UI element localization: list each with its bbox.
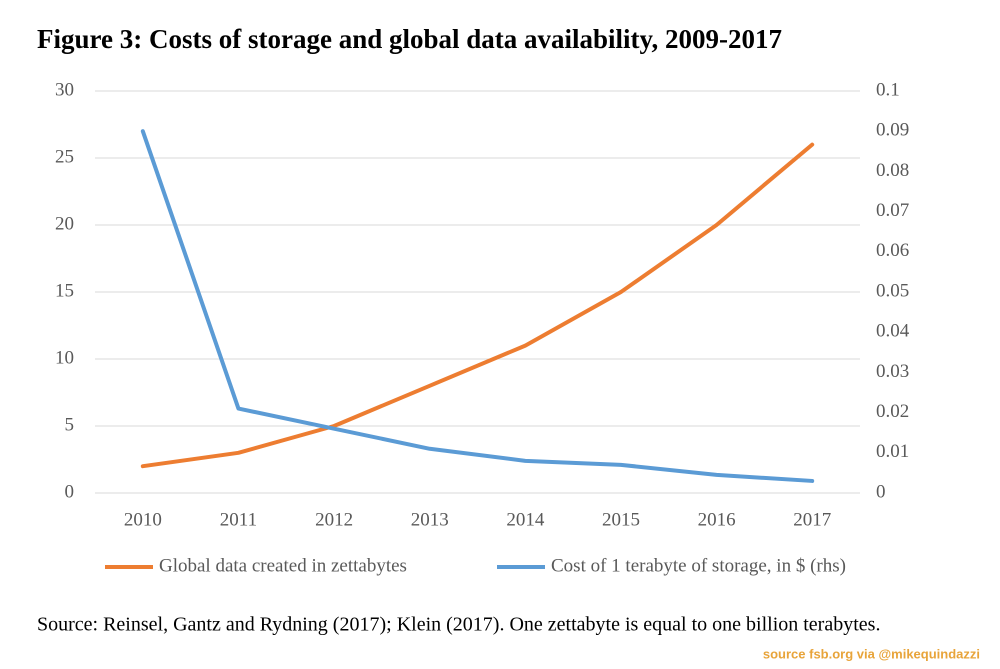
- y2-tick-label: 0.07: [876, 200, 909, 221]
- credit: source fsb.org via @mikequindazzi: [763, 646, 980, 661]
- y-tick-label: 20: [55, 213, 74, 234]
- x-tick-label: 2017: [793, 509, 831, 530]
- x-tick-label: 2014: [506, 509, 545, 530]
- y-tick-label: 10: [55, 347, 74, 368]
- x-tick-label: 2013: [411, 509, 449, 530]
- x-tick-label: 2016: [698, 509, 736, 530]
- source-note: Source: Reinsel, Gantz and Rydning (2017…: [37, 614, 880, 636]
- legend-label: Global data created in zettabytes: [159, 555, 407, 576]
- y2-tick-label: 0.02: [876, 401, 909, 422]
- x-tick-label: 2015: [602, 509, 640, 530]
- y2-tick-label: 0.06: [876, 240, 909, 261]
- series-line: [140, 142, 815, 469]
- y2-tick-label: 0.01: [876, 441, 909, 462]
- y2-tick-label: 0: [876, 481, 886, 502]
- y-tick-label: 0: [65, 481, 75, 502]
- y-tick-label: 30: [55, 79, 74, 100]
- legend-label: Cost of 1 terabyte of storage, in $ (rhs…: [551, 555, 846, 576]
- chart-title: Figure 3: Costs of storage and global da…: [37, 24, 782, 54]
- x-tick-label: 2011: [220, 509, 257, 530]
- y2-tick-label: 0.09: [876, 120, 909, 141]
- y2-tick-label: 0.04: [876, 321, 910, 342]
- y2-tick-label: 0.1: [876, 79, 900, 100]
- y2-tick-label: 0.08: [876, 160, 909, 181]
- y2-tick-label: 0.03: [876, 361, 909, 382]
- x-tick-label: 2010: [124, 509, 162, 530]
- x-tick-label: 2012: [315, 509, 353, 530]
- y-tick-label: 15: [55, 280, 74, 301]
- y2-tick-label: 0.05: [876, 280, 909, 301]
- y-tick-label: 5: [65, 414, 75, 435]
- y-tick-label: 25: [55, 146, 74, 167]
- series-line: [140, 129, 815, 483]
